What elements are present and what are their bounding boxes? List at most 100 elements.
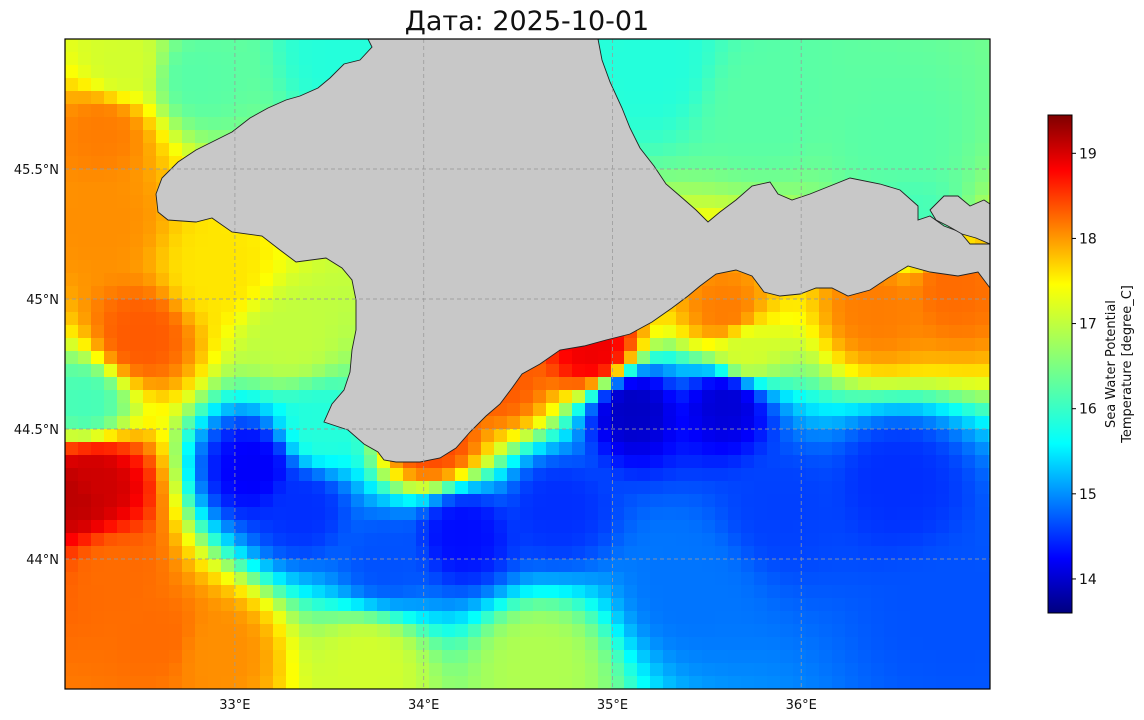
temperature-cell	[702, 559, 716, 573]
temperature-cell	[910, 91, 924, 105]
temperature-cell	[338, 585, 352, 599]
temperature-cell	[91, 338, 105, 352]
temperature-cell	[819, 559, 833, 573]
temperature-cell	[702, 663, 716, 677]
temperature-cell	[182, 637, 196, 651]
temperature-cell	[637, 117, 651, 131]
temperature-cell	[780, 403, 794, 417]
temperature-cell	[195, 247, 209, 261]
temperature-cell	[572, 624, 586, 638]
temperature-cell	[780, 507, 794, 521]
temperature-cell	[390, 598, 404, 612]
temperature-cell	[247, 91, 261, 105]
temperature-cell	[650, 117, 664, 131]
temperature-cell	[78, 273, 92, 287]
temperature-cell	[728, 546, 742, 560]
temperature-cell	[130, 390, 144, 404]
temperature-cell	[663, 52, 677, 66]
temperature-cell	[442, 481, 456, 495]
temperature-cell	[117, 260, 131, 274]
temperature-cell	[988, 390, 990, 404]
temperature-cell	[728, 390, 742, 404]
temperature-cell	[637, 637, 651, 651]
temperature-cell	[754, 481, 768, 495]
temperature-cell	[806, 572, 820, 586]
temperature-cell	[78, 260, 92, 274]
temperature-cell	[208, 559, 222, 573]
temperature-cell	[923, 195, 937, 209]
temperature-cell	[988, 403, 990, 417]
temperature-cell	[208, 585, 222, 599]
temperature-cell	[884, 585, 898, 599]
temperature-cell	[689, 624, 703, 638]
temperature-cell	[572, 650, 586, 664]
temperature-cell	[598, 520, 612, 534]
temperature-cell	[273, 312, 287, 326]
temperature-cell	[715, 39, 729, 53]
temperature-cell	[234, 650, 248, 664]
temperature-cell	[728, 325, 742, 339]
temperature-cell	[793, 611, 807, 625]
temperature-cell	[91, 585, 105, 599]
temperature-cell	[780, 390, 794, 404]
temperature-cell	[143, 663, 157, 677]
temperature-cell	[715, 455, 729, 469]
temperature-cell	[286, 520, 300, 534]
temperature-cell	[221, 299, 235, 313]
temperature-cell	[182, 624, 196, 638]
temperature-cell	[780, 338, 794, 352]
temperature-cell	[780, 455, 794, 469]
temperature-cell	[715, 104, 729, 118]
temperature-cell	[221, 429, 235, 443]
temperature-cell	[338, 481, 352, 495]
temperature-cell	[637, 416, 651, 430]
temperature-cell	[130, 559, 144, 573]
temperature-cell	[897, 286, 911, 300]
temperature-cell	[806, 130, 820, 144]
temperature-cell	[767, 520, 781, 534]
temperature-cell	[156, 312, 170, 326]
temperature-cell	[130, 663, 144, 677]
temperature-cell	[442, 494, 456, 508]
temperature-cell	[312, 507, 326, 521]
temperature-cell	[234, 507, 248, 521]
temperature-cell	[897, 416, 911, 430]
temperature-cell	[624, 390, 638, 404]
temperature-cell	[819, 338, 833, 352]
temperature-cell	[143, 481, 157, 495]
temperature-cell	[767, 78, 781, 92]
temperature-cell	[65, 39, 79, 53]
temperature-cell	[923, 156, 937, 170]
temperature-cell	[806, 39, 820, 53]
temperature-cell	[806, 546, 820, 560]
temperature-cell	[702, 364, 716, 378]
temperature-cell	[143, 572, 157, 586]
temperature-cell	[559, 546, 573, 560]
temperature-cell	[208, 676, 222, 689]
temperature-cell	[780, 442, 794, 456]
temperature-cell	[845, 104, 859, 118]
temperature-cell	[741, 676, 755, 689]
temperature-cell	[104, 65, 118, 79]
temperature-cell	[494, 533, 508, 547]
temperature-cell	[338, 455, 352, 469]
temperature-cell	[117, 468, 131, 482]
temperature-cell	[819, 676, 833, 689]
temperature-cell	[923, 130, 937, 144]
temperature-cell	[351, 455, 365, 469]
temperature-cell	[676, 52, 690, 66]
temperature-cell	[104, 208, 118, 222]
temperature-cell	[195, 572, 209, 586]
temperature-cell	[871, 403, 885, 417]
temperature-cell	[598, 481, 612, 495]
temperature-cell	[845, 507, 859, 521]
temperature-cell	[377, 468, 391, 482]
temperature-cell	[884, 390, 898, 404]
temperature-cell	[520, 494, 534, 508]
temperature-cell	[806, 65, 820, 79]
temperature-cell	[780, 533, 794, 547]
temperature-cell	[442, 585, 456, 599]
temperature-cell	[273, 624, 287, 638]
temperature-cell	[793, 78, 807, 92]
temperature-cell	[364, 585, 378, 599]
